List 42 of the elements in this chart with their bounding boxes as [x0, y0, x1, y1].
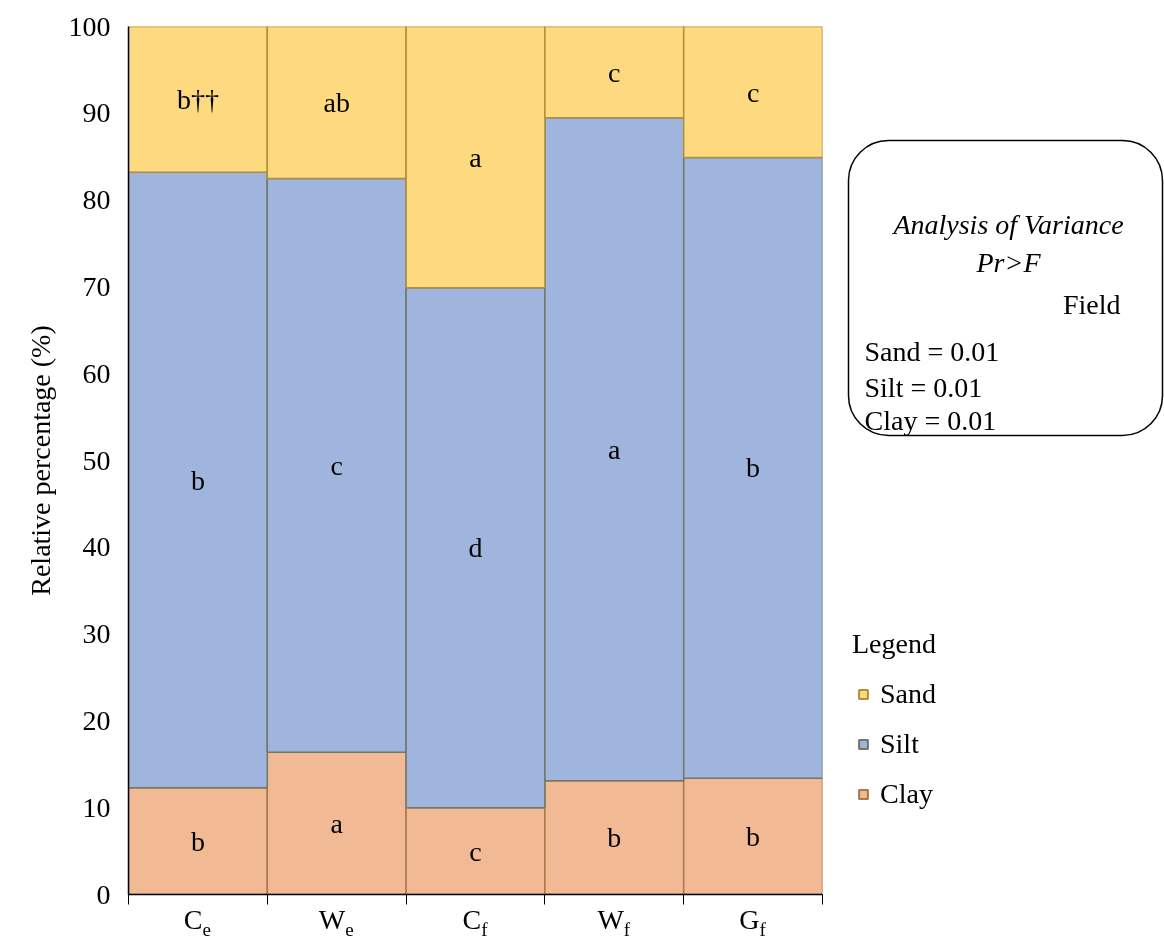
text: Sand = 0.01	[864, 336, 1000, 367]
x-tick-label: W$_{f}$	[597, 904, 631, 940]
data-label: b	[746, 452, 761, 484]
legend-label: Sand	[880, 678, 936, 710]
y-tick-label: 100	[68, 10, 111, 42]
y-tick-label: 70	[82, 270, 111, 302]
data-label: a	[608, 433, 622, 465]
y-tick-label: 10	[82, 791, 111, 823]
text: Pr>F	[975, 247, 1042, 278]
text: Silt = 0.01	[864, 372, 983, 403]
text: Clay = 0.01	[864, 405, 997, 436]
data-label: a	[330, 807, 344, 839]
x-tick-label: W$_{e}$	[318, 904, 354, 940]
y-tick-label: 90	[82, 97, 111, 129]
data-label: ab	[323, 86, 350, 118]
data-label: c	[608, 56, 621, 88]
data-label: c	[746, 76, 760, 108]
data-label: b††	[176, 83, 219, 115]
y-tick-label: 40	[82, 531, 111, 563]
text: Analysis of Variance	[891, 209, 1124, 240]
y-tick-label: 60	[82, 357, 111, 389]
legend-label: Silt	[880, 728, 919, 760]
text: Field	[1062, 289, 1121, 320]
y-tick-label: 30	[82, 618, 111, 650]
y-tick-label: 20	[82, 704, 111, 736]
data-label: d	[468, 532, 483, 564]
data-label: b	[746, 820, 761, 852]
data-label: c	[330, 449, 343, 481]
y-axis-title: Relative percentage (%)	[24, 325, 56, 596]
y-tick-label: 50	[82, 444, 111, 476]
legend-label: Clay	[880, 778, 933, 810]
data-label: b	[190, 825, 205, 857]
y-tick-label: 80	[82, 184, 111, 216]
x-tick-label: C$_{e}$	[183, 904, 211, 940]
legend-title: Legend	[852, 628, 936, 660]
data-label: b	[190, 464, 205, 496]
y-tick-label: 0	[96, 878, 111, 910]
data-label: a	[469, 141, 483, 173]
x-tick-label: C$_{f}$	[462, 904, 488, 940]
data-label: b	[607, 822, 622, 854]
x-tick-label: G$_{f}$	[739, 904, 766, 940]
data-label: c	[469, 835, 482, 867]
